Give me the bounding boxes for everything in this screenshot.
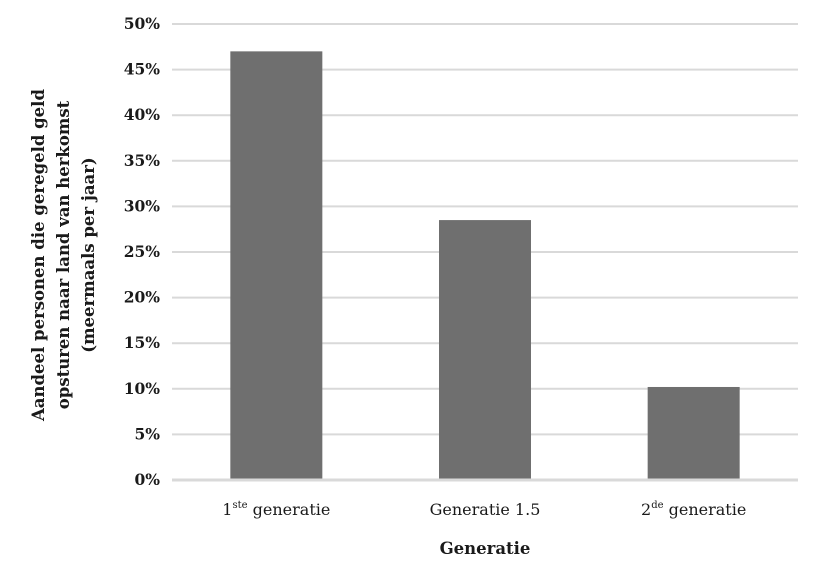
y-tick-label: 0% [134, 470, 160, 489]
x-axis-title: Generatie [440, 539, 531, 558]
y-tick-label: 10% [124, 379, 161, 398]
y-tick-label: 25% [124, 242, 161, 261]
y-tick-label: 20% [124, 288, 161, 307]
y-axis-title-line: opsturen naar land van herkomst [54, 100, 73, 409]
y-tick-label: 30% [124, 196, 161, 215]
x-category-label: 2de generatie [641, 500, 746, 519]
x-category-label: 1ste generatie [222, 500, 330, 519]
y-tick-label: 35% [124, 151, 161, 170]
bar [230, 51, 323, 481]
y-tick-label: 45% [124, 60, 161, 79]
bar [439, 220, 531, 480]
y-axis-title: Aandeel personen die geregeld geld opstur… [29, 89, 98, 422]
x-category-labels: 1ste generatie Generatie 1.5 2de generatie [222, 500, 746, 519]
bar [647, 386, 740, 480]
y-tick-label: 15% [124, 333, 161, 352]
y-tick-label: 40% [124, 105, 161, 124]
y-tick-labels: 0% 5% 10% 15% 20% 25% 30% 35% 40% 45% 50% [124, 14, 161, 489]
y-tick-label: 50% [124, 14, 161, 33]
x-category-label: Generatie 1.5 [430, 500, 541, 519]
y-tick-label: 5% [134, 424, 160, 443]
y-axis-title-line: (meermaals per jaar) [79, 157, 98, 352]
y-axis-title-line: Aandeel personen die geregeld geld [29, 89, 48, 422]
bars [230, 51, 740, 481]
